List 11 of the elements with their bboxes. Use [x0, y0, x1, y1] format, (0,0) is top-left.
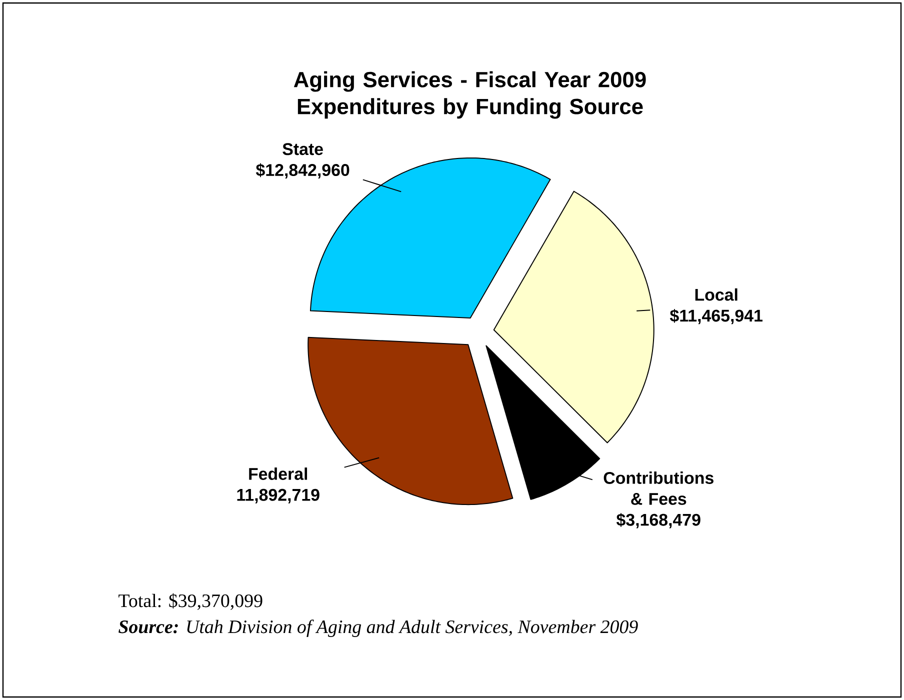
- slice-label: State: [282, 143, 323, 156]
- data-label: 11,892,719: [237, 488, 320, 504]
- text: Total: $39,370,099: [118, 593, 262, 610]
- slice-label: Contributions & Fees: [604, 472, 714, 505]
- legend-label: Federal: [249, 468, 308, 480]
- text: Source: Utah Division of Aging and Adult Services, November 2009: [118, 620, 638, 638]
- data-label: $12,842,960: [256, 163, 350, 178]
- slice-label: Local: [695, 288, 738, 301]
- chart-title: Aging Services - Fiscal Year 2009 Expenditures by Funding Source: [294, 71, 646, 119]
- data-label: $11,465,941: [670, 308, 762, 324]
- data-label: $3,168,479: [616, 513, 700, 528]
